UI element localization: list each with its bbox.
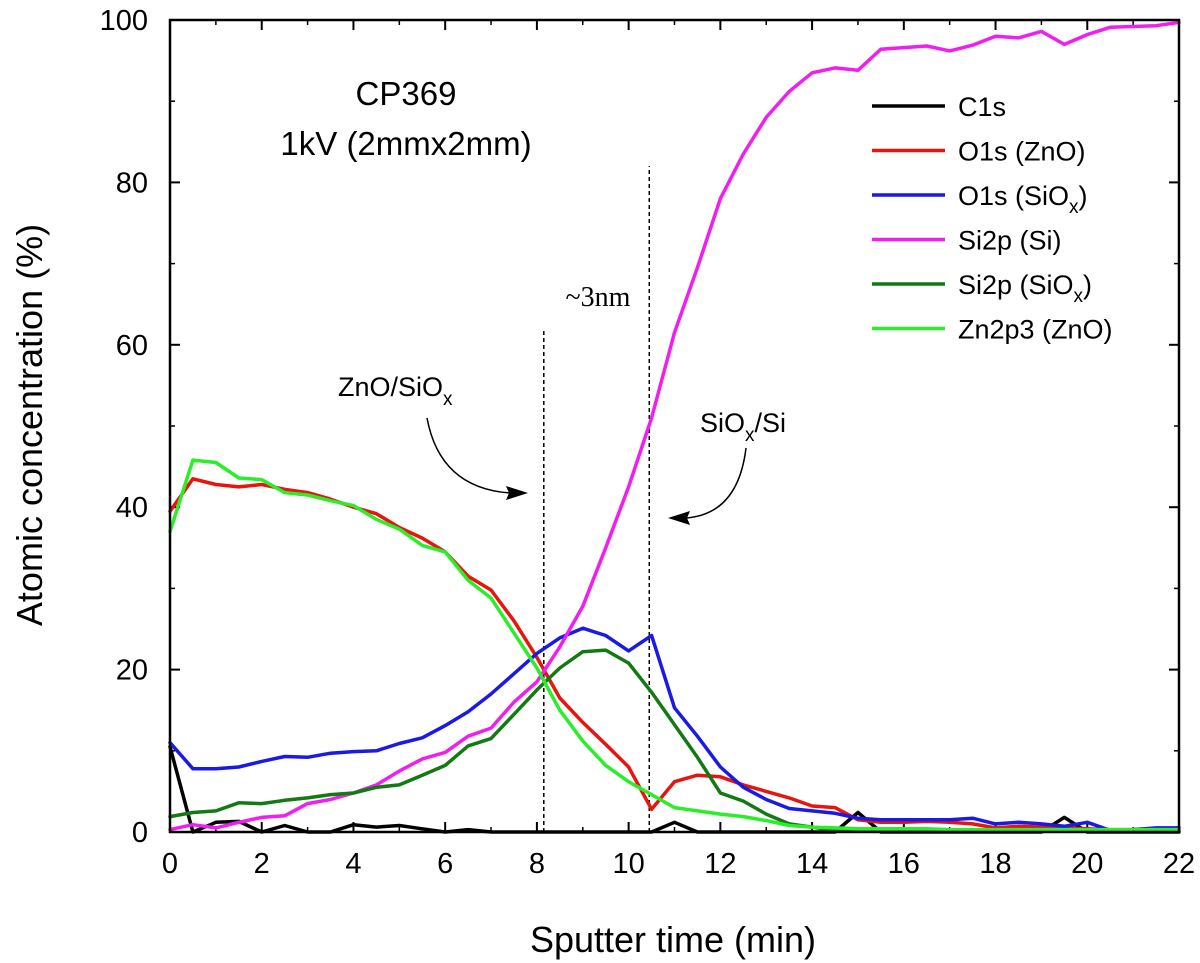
- legend-label-main: Zn2p3 (ZnO): [958, 315, 1113, 345]
- axis-ticks: 0 2 4 6 8 10 12 14 16 18 20 22 0 20 40 60 80 100: [100, 5, 1196, 880]
- interface2-arrow-curve: [685, 447, 747, 519]
- interface2-arrow-head: [668, 511, 690, 525]
- legend-label-end: ): [1083, 270, 1092, 300]
- x-tick-label-6: 6: [437, 848, 453, 880]
- interface2-label-end: /Si: [755, 408, 787, 438]
- interface2-label-main: SiO: [700, 408, 745, 438]
- conditions-label: 1kV (2mmx2mm): [280, 125, 531, 162]
- sample-label: CP369: [356, 75, 457, 112]
- x-tick-label-16: 16: [888, 848, 920, 880]
- interface2-label: SiOx/Si: [700, 408, 786, 446]
- x-axis-title: Sputter time (min): [530, 919, 816, 960]
- x-tick-label-18: 18: [979, 848, 1011, 880]
- interface1-label: ZnO/SiOx: [338, 372, 453, 410]
- interface-markers: [543, 166, 651, 832]
- x-tick-label-8: 8: [529, 848, 545, 880]
- x-tick-label-2: 2: [254, 848, 270, 880]
- legend-label-o1s-zno: O1s (ZnO): [958, 137, 1086, 167]
- y-tick-label-20: 20: [116, 655, 148, 687]
- interface1-arrow-curve: [426, 417, 511, 494]
- interface2-label-sub: x: [745, 425, 755, 446]
- legend-label-main: O1s (SiO: [958, 181, 1069, 211]
- x-tick-label-14: 14: [796, 848, 828, 880]
- legend-label-main: Si2p (Si): [958, 226, 1062, 256]
- y-tick-label-100: 100: [100, 5, 148, 37]
- y-tick-label-80: 80: [116, 167, 148, 199]
- legend-label-main: C1s: [958, 92, 1006, 122]
- x-tick-label-0: 0: [162, 848, 178, 880]
- x-tick-label-12: 12: [704, 848, 736, 880]
- legend-label-zn2p3-zno: Zn2p3 (ZnO): [958, 315, 1113, 345]
- legend-label-o1s-siox: O1s (SiOx): [958, 181, 1088, 218]
- legend-label-main: Si2p (SiO: [958, 270, 1074, 300]
- y-tick-label-40: 40: [116, 492, 148, 524]
- thickness-label: ~3nm: [566, 282, 631, 313]
- series-line-si2p-si: [168, 20, 1181, 832]
- legend-label-end: ): [1079, 181, 1088, 211]
- interface1-label-main: ZnO/SiO: [338, 372, 443, 402]
- series-line-o1s-siox: [168, 626, 1181, 833]
- legend-label-main: O1s (ZnO): [958, 137, 1086, 167]
- series-line-zn2p3-zno: [168, 458, 1181, 832]
- legend-label-si2p-si: Si2p (Si): [958, 226, 1062, 256]
- interface1-arrow-head: [506, 486, 528, 500]
- legend-label-sub: x: [1074, 286, 1084, 307]
- plot-frame: [168, 18, 1181, 834]
- interface1-label-sub: x: [443, 389, 453, 410]
- y-tick-label-0: 0: [132, 817, 148, 849]
- y-tick-label-60: 60: [116, 330, 148, 362]
- legend-label-si2p-siox: Si2p (SiOx): [958, 270, 1092, 307]
- x-tick-label-22: 22: [1163, 848, 1195, 880]
- legend-label-sub: x: [1069, 197, 1079, 218]
- legend-label-c1s: C1s: [958, 92, 1006, 122]
- x-tick-label-4: 4: [345, 848, 361, 880]
- y-axis-title: Atomic concentration (%): [9, 224, 50, 626]
- x-tick-label-20: 20: [1071, 848, 1103, 880]
- x-tick-label-10: 10: [613, 848, 645, 880]
